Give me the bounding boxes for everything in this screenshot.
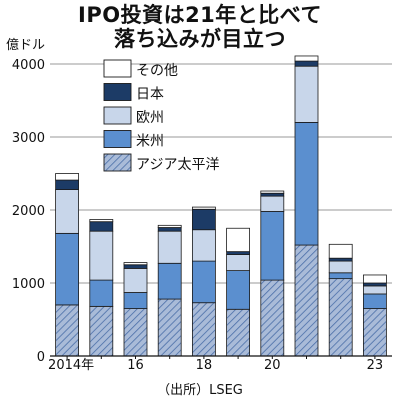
bar-segment-2016-2	[123, 267, 148, 293]
bar-segment-2019-2	[226, 254, 251, 271]
bar-segment-2021-2	[294, 65, 319, 123]
bar-segment-2022-2	[328, 260, 353, 274]
bar-segment-2022-3	[328, 257, 353, 262]
bar-segment-2019-3	[226, 251, 251, 255]
bar-segment-2015-2	[89, 230, 114, 281]
bar-segment-2015-1	[89, 279, 114, 307]
bar-segment-2016-4	[123, 262, 148, 266]
legend-label: 米州	[136, 134, 164, 150]
bar-segment-2020-1	[260, 211, 285, 281]
bar-segment-2019-0	[226, 308, 251, 357]
source-note: （出所）LSEG	[157, 383, 243, 398]
legend-swatch	[103, 130, 132, 148]
bar-segment-2014-3	[55, 179, 79, 190]
legend-label: 欧州	[136, 110, 164, 126]
bar-segment-2020-0	[260, 279, 285, 357]
bar-segment-2017-2	[157, 230, 182, 264]
legend-label: その他	[136, 63, 178, 79]
bar-segment-2015-0	[89, 305, 114, 357]
y-tick-label: 2000	[12, 204, 45, 219]
bar-segment-2018-0	[191, 302, 216, 357]
y-tick-label: 3000	[12, 131, 45, 146]
bar-segment-2023-1	[362, 293, 387, 309]
bar-segment-2017-3	[157, 227, 182, 232]
x-tick-label: 2014年	[48, 358, 94, 373]
bar-segment-2014-1	[55, 232, 79, 306]
legend-label: 日本	[136, 87, 164, 103]
x-tick-label: 18	[196, 358, 213, 373]
bar-segment-2021-3	[294, 60, 319, 67]
legend-label: アジア太平洋	[136, 157, 219, 173]
bar-segment-2016-0	[123, 308, 148, 357]
bar-segment-2014-0	[55, 304, 79, 357]
y-tick-label: 4000	[12, 58, 45, 73]
bar-segment-2023-4	[362, 274, 387, 284]
bar-segment-2018-2	[191, 229, 216, 262]
bar-segment-2022-4	[328, 243, 353, 259]
legend-swatch	[103, 106, 132, 125]
y-axis-unit-label: 億ドル	[6, 38, 46, 53]
y-tick-label: 1000	[12, 277, 45, 292]
bar-segment-2020-3	[260, 192, 285, 197]
bar-segment-2021-4	[294, 55, 319, 62]
bar-segment-2014-2	[55, 189, 79, 234]
bar-segment-2018-3	[191, 208, 216, 231]
bar-segment-2018-4	[191, 206, 216, 210]
bar-segment-2015-3	[89, 221, 114, 232]
bar-segment-2021-0	[294, 244, 319, 357]
bar-segment-2022-1	[328, 272, 353, 280]
bar-segment-2015-4	[89, 219, 114, 223]
chart-title-line1: IPO投資は21年と比べて	[78, 3, 322, 27]
y-tick-label: 0	[37, 350, 45, 365]
bar-segment-2016-3	[123, 264, 148, 269]
bar-segment-2019-1	[226, 270, 251, 310]
bar-segment-2017-1	[157, 262, 182, 300]
legend-swatch	[103, 59, 132, 78]
bar-segment-2022-0	[328, 278, 353, 357]
bar-segment-2023-0	[362, 308, 387, 357]
bar-segment-2018-1	[191, 260, 216, 304]
chart-title-line2: 落ち込みが目立つ	[114, 27, 286, 51]
bar-segment-2016-1	[123, 292, 148, 309]
axes-group: 0 1000 2000 3000 4000 2014年 16 18 20 23	[12, 58, 392, 373]
bar-segment-2021-1	[294, 122, 319, 246]
bar-segment-2014-4	[55, 173, 79, 181]
bar-segment-2020-2	[260, 195, 285, 212]
legend-swatch	[103, 83, 132, 101]
bar-segment-2019-4	[226, 227, 251, 253]
bars-group	[55, 55, 387, 357]
bar-segment-2017-0	[157, 298, 182, 357]
bar-segment-2017-4	[157, 224, 182, 228]
bar-segment-2023-2	[362, 285, 387, 295]
legend-swatch	[103, 153, 132, 172]
x-tick-label: 20	[264, 358, 281, 373]
bar-segment-2023-3	[362, 282, 387, 287]
x-tick-label: 23	[367, 358, 384, 373]
x-tick-label: 16	[127, 358, 144, 373]
bar-segment-2020-4	[260, 190, 285, 194]
